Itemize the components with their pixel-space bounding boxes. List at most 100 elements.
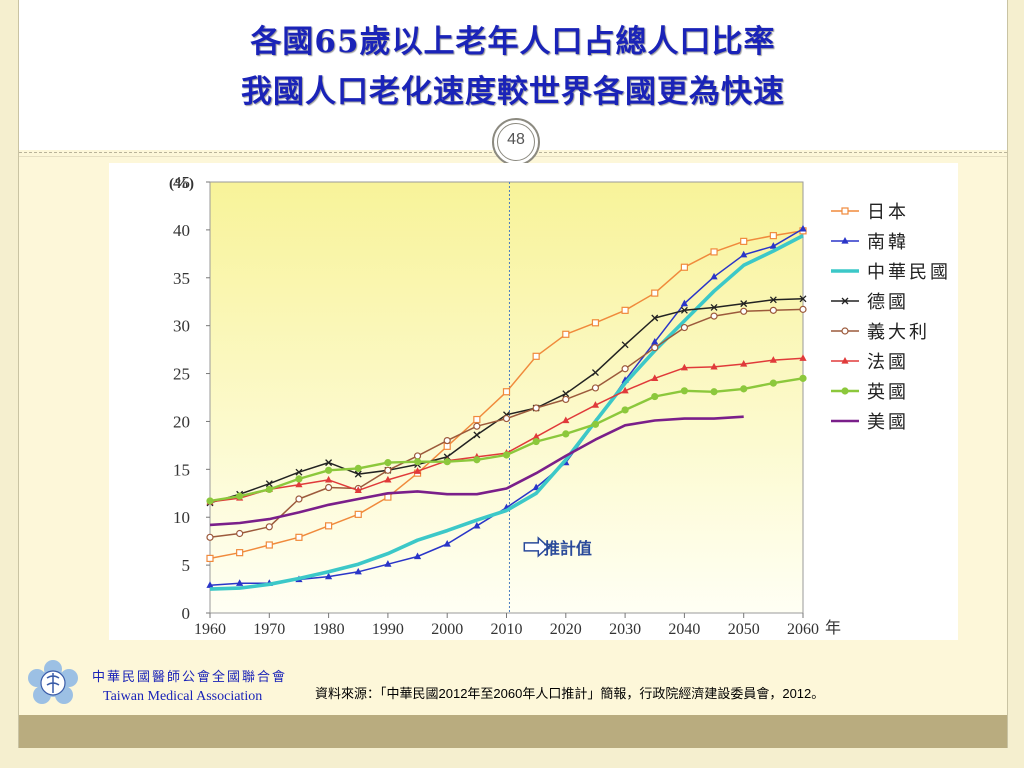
data-point [769, 379, 777, 387]
legend-marker [841, 327, 849, 335]
data-point [295, 468, 303, 476]
legend-label: 美國 [867, 412, 909, 433]
association-logo-icon [28, 660, 78, 704]
x-tick-label: 1970 [253, 621, 285, 638]
slide: 各國65歲以上老年人口占總人口比率 我國人口老化速度較世界各國更為快速 48 0… [18, 0, 1008, 748]
legend-label: 中華民國 [867, 262, 951, 283]
data-point [562, 390, 570, 398]
y-tick-label: 30 [173, 317, 190, 336]
data-point [740, 237, 748, 245]
data-point [562, 395, 570, 404]
data-point [295, 480, 303, 488]
data-point [443, 458, 451, 466]
data-point [680, 363, 688, 371]
data-point [710, 312, 718, 320]
x-tick-label: 2020 [550, 621, 582, 638]
data-point [562, 430, 570, 438]
data-point [443, 442, 451, 450]
data-point [740, 250, 748, 258]
x-tick-label: 2000 [431, 621, 463, 638]
chart-container: 0 5 10 15 20 25 30 35 40 45 1960 1970 1980 1990 2000 20… [109, 163, 958, 640]
organization-name-zh: 中華民國醫師公會全國聯合會 [92, 670, 288, 685]
x-tick-label: 2060 [787, 621, 819, 638]
data-point [710, 304, 718, 311]
x-tick-label: 1960 [194, 621, 226, 638]
data-point [265, 480, 273, 488]
data-point [384, 560, 392, 567]
data-point [265, 523, 273, 531]
data-point [710, 388, 718, 396]
data-point [443, 437, 451, 445]
data-point [265, 485, 273, 494]
data-point [591, 384, 600, 392]
legend-label: 南韓 [867, 232, 909, 253]
y-tick-label: 20 [173, 412, 190, 431]
data-point [769, 356, 777, 363]
legend-marker [841, 237, 849, 244]
x-tick-label: 2010 [491, 621, 523, 638]
data-point [621, 365, 629, 373]
slide-title-line1: 各國65歲以上老年人口占總人口比率 [250, 24, 776, 60]
data-point [621, 341, 629, 349]
data-point [354, 486, 362, 494]
data-point [562, 416, 570, 424]
y-unit-label: (%) [169, 176, 194, 192]
data-point [680, 306, 688, 314]
data-point [325, 459, 333, 467]
data-point [651, 392, 659, 401]
data-point [680, 323, 689, 332]
y-tick-label: 0 [182, 604, 191, 623]
data-point [325, 475, 333, 483]
data-point [710, 272, 718, 280]
data-point [740, 307, 748, 315]
data-point [413, 552, 422, 560]
page-number-badge: 48 [492, 118, 540, 166]
data-point [354, 567, 362, 575]
slide-title-line2: 我國人口老化速度較世界各國更為快速 [241, 74, 785, 110]
data-point [591, 401, 600, 408]
data-point [502, 388, 511, 396]
data-point [325, 483, 333, 492]
y-tick-label: 10 [173, 508, 190, 527]
data-point [680, 299, 688, 307]
data-point [413, 467, 422, 474]
data-point [413, 458, 422, 466]
data-point [532, 432, 540, 440]
legend-label: 日本 [867, 202, 909, 223]
data-point [354, 510, 362, 518]
data-point [384, 459, 392, 467]
data-point [621, 386, 629, 394]
legend-marker [841, 207, 849, 215]
data-point [680, 387, 689, 395]
x-tick-label: 2030 [609, 621, 641, 638]
data-point [236, 492, 244, 500]
data-point [295, 495, 303, 503]
data-point [769, 296, 777, 304]
data-point [740, 300, 748, 308]
footer-band [19, 715, 1007, 748]
organization-name-en: Taiwan Medical Association [103, 689, 263, 704]
data-point [502, 451, 511, 459]
data-point [591, 319, 600, 327]
data-point [532, 483, 540, 491]
y-tick-label: 40 [173, 221, 190, 240]
data-point [206, 581, 214, 588]
x-tick-label: 1980 [313, 621, 345, 638]
data-point [384, 475, 392, 483]
data-point [384, 466, 392, 474]
data-point [473, 431, 481, 439]
legend-label: 法國 [867, 352, 909, 373]
y-tick-label: 5 [182, 556, 191, 575]
legend-label: 英國 [867, 382, 909, 403]
data-point [443, 540, 451, 547]
data-point [502, 414, 511, 423]
data-point [651, 289, 659, 297]
data-point [651, 374, 659, 381]
projection-arrow-icon [523, 536, 550, 558]
data-point [799, 305, 807, 313]
y-tick-label: 15 [173, 460, 190, 479]
data-point [621, 406, 629, 414]
data-point [473, 456, 481, 464]
data-point [473, 415, 481, 424]
data-point [325, 522, 333, 530]
